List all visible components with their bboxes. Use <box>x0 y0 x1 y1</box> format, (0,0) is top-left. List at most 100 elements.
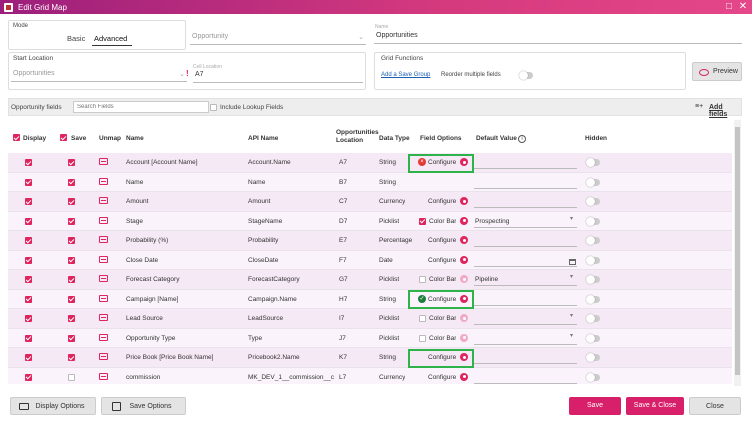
display-options-button[interactable]: Display Options <box>10 397 96 415</box>
default-value[interactable] <box>475 329 575 348</box>
display-checkbox[interactable] <box>25 295 32 303</box>
include-lookup-checkbox[interactable] <box>210 104 217 111</box>
gear-icon[interactable] <box>460 158 468 166</box>
color-bar-checkbox[interactable] <box>419 276 426 283</box>
display-checkbox[interactable] <box>25 198 32 205</box>
cell-location-input[interactable]: A7 <box>193 71 363 83</box>
configure-link[interactable]: Configure <box>428 198 457 205</box>
default-value[interactable] <box>475 309 575 328</box>
dropdown-arrow-icon[interactable]: ▾ <box>570 215 574 222</box>
save-checkbox[interactable] <box>68 295 75 303</box>
gear-icon[interactable] <box>460 353 468 361</box>
unmap-icon[interactable] <box>99 294 108 302</box>
scrollbar-thumb[interactable] <box>735 127 740 375</box>
save-checkbox[interactable] <box>68 178 75 186</box>
save-checkbox[interactable] <box>68 217 75 225</box>
default-value[interactable] <box>475 231 575 250</box>
display-checkbox[interactable] <box>25 276 32 283</box>
default-value[interactable] <box>475 348 575 367</box>
calendar-icon[interactable] <box>569 258 576 265</box>
hidden-toggle[interactable] <box>586 236 600 245</box>
display-checkbox[interactable] <box>25 315 32 322</box>
close-icon[interactable]: ✕ <box>738 1 748 12</box>
save-checkbox[interactable] <box>68 159 75 166</box>
hidden-toggle[interactable] <box>586 333 600 343</box>
display-all-checkbox[interactable] <box>13 134 20 141</box>
unmap-icon[interactable] <box>99 216 108 224</box>
color-bar-checkbox[interactable] <box>419 334 426 342</box>
info-icon[interactable]: i <box>518 135 526 143</box>
unmap-icon[interactable] <box>99 314 108 321</box>
save-checkbox[interactable] <box>68 276 75 283</box>
display-checkbox[interactable] <box>25 217 32 225</box>
dropdown-arrow-icon[interactable]: ▾ <box>570 313 574 319</box>
save-checkbox[interactable] <box>68 373 75 381</box>
display-checkbox[interactable] <box>25 256 32 264</box>
gear-icon[interactable] <box>460 372 468 381</box>
add-save-group-link[interactable]: Add a Save Group <box>381 72 431 78</box>
gear-icon[interactable] <box>460 197 468 205</box>
hidden-toggle[interactable] <box>586 314 600 323</box>
hidden-toggle[interactable] <box>586 197 600 206</box>
maximize-icon[interactable]: □ <box>725 1 733 12</box>
gear-icon[interactable] <box>460 255 468 264</box>
unmap-icon[interactable] <box>99 197 108 204</box>
object-select[interactable]: Opportunity ⌄ <box>190 33 366 45</box>
unmap-icon[interactable] <box>99 333 108 341</box>
hidden-toggle[interactable] <box>586 177 600 187</box>
gear-icon[interactable] <box>460 333 468 342</box>
hidden-toggle[interactable] <box>586 294 600 304</box>
configure-link[interactable]: Configure <box>428 295 457 303</box>
gear-icon[interactable] <box>460 236 468 244</box>
save-all-checkbox[interactable] <box>60 134 67 141</box>
configure-link[interactable]: Configure <box>428 256 457 264</box>
start-object-select[interactable]: Opportunities ⌄ <box>11 70 187 82</box>
default-value[interactable] <box>475 251 575 270</box>
display-checkbox[interactable] <box>25 334 32 342</box>
hidden-toggle[interactable] <box>586 216 600 226</box>
default-value[interactable]: Pipeline <box>475 276 499 283</box>
configure-link[interactable]: Configure <box>428 373 457 381</box>
save-checkbox[interactable] <box>68 334 75 342</box>
save-checkbox[interactable] <box>68 198 75 205</box>
save-close-button[interactable]: Save & Close <box>626 397 684 415</box>
configure-link[interactable]: Configure <box>428 237 457 244</box>
unmap-icon[interactable] <box>99 372 108 380</box>
reorder-toggle[interactable] <box>519 71 533 80</box>
add-fields-button[interactable]: Add fields <box>709 104 728 118</box>
gear-icon[interactable] <box>460 294 468 303</box>
save-checkbox[interactable] <box>68 256 75 264</box>
save-checkbox[interactable] <box>68 237 75 244</box>
default-value[interactable] <box>475 153 575 172</box>
unmap-icon[interactable] <box>99 236 108 243</box>
display-checkbox[interactable] <box>25 354 32 361</box>
unmap-icon[interactable] <box>99 275 108 282</box>
unmap-icon[interactable] <box>99 353 108 360</box>
save-button[interactable]: Save <box>569 397 621 415</box>
hidden-toggle[interactable] <box>586 275 600 284</box>
display-checkbox[interactable] <box>25 373 32 381</box>
tab-basic[interactable]: Basic <box>67 34 86 43</box>
search-fields-input[interactable] <box>73 101 209 113</box>
unmap-icon[interactable] <box>99 177 108 185</box>
color-bar-checkbox[interactable] <box>419 315 426 322</box>
default-value[interactable] <box>475 173 575 192</box>
dropdown-arrow-icon[interactable]: ▾ <box>570 274 574 280</box>
hidden-toggle[interactable] <box>586 158 600 167</box>
tab-advanced[interactable]: Advanced <box>94 34 128 43</box>
display-checkbox[interactable] <box>25 159 32 166</box>
gear-icon[interactable] <box>460 275 468 283</box>
preview-button[interactable]: Preview <box>692 62 742 81</box>
gear-icon[interactable] <box>460 216 468 225</box>
configure-link[interactable]: Configure <box>428 159 457 166</box>
default-value[interactable] <box>475 290 575 309</box>
display-checkbox[interactable] <box>25 237 32 244</box>
save-checkbox[interactable] <box>68 315 75 322</box>
default-value[interactable] <box>475 192 575 211</box>
hidden-toggle[interactable] <box>586 255 600 265</box>
configure-link[interactable]: Configure <box>428 354 457 361</box>
color-bar-checkbox[interactable] <box>419 217 426 225</box>
hidden-toggle[interactable] <box>586 372 600 382</box>
default-value[interactable]: Prospecting <box>475 217 510 225</box>
save-checkbox[interactable] <box>68 354 75 361</box>
